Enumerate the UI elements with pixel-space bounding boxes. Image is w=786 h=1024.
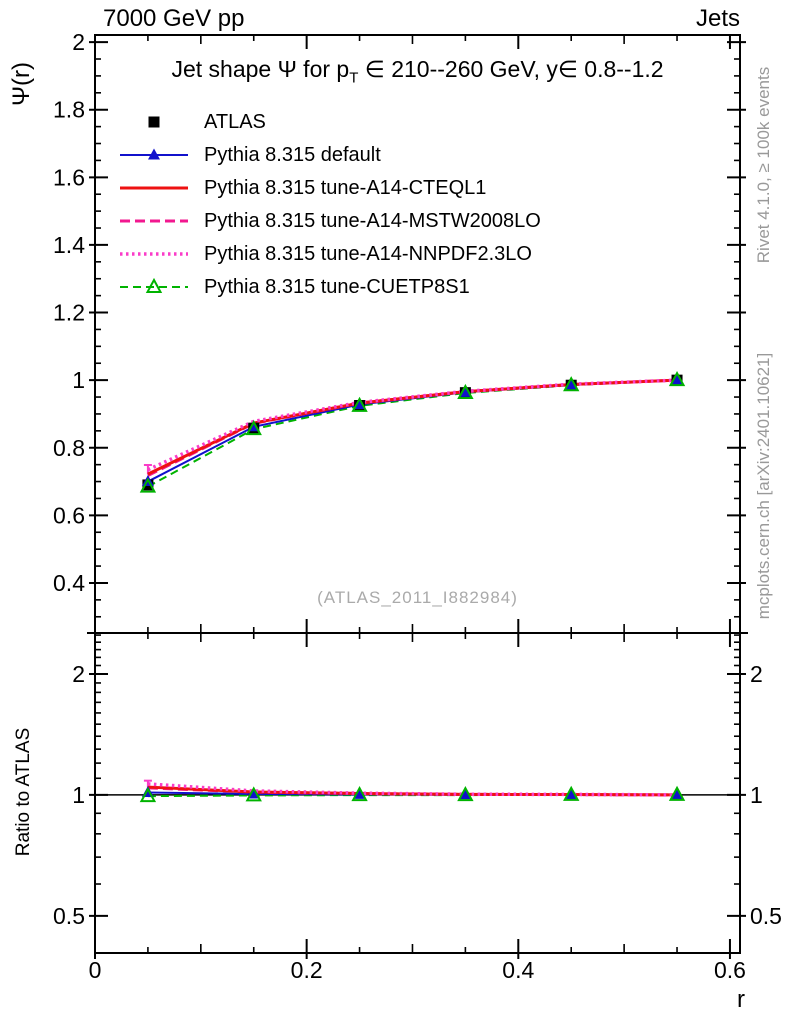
data-marker-open-triangle — [351, 396, 368, 412]
main-curve-2 — [147, 378, 678, 476]
main-y-tick-label: 0.8 — [53, 435, 85, 461]
mcplots-arxiv-note: mcplots.cern.ch [arXiv:2401.10621] — [754, 352, 773, 620]
data-marker-open-triangle — [457, 785, 474, 802]
ratio-y-tick-label-left: 1 — [72, 782, 85, 808]
x-tick-label: 0.4 — [502, 957, 534, 983]
axis-ticks: 0 0.2 0.4 0.6 0.4 0.6 0.8 1 1.2 1.4 1.6 1.8 2 0.5 0.5 1… — [53, 29, 782, 983]
plot-title-pre: Jet shape Ψ for p — [171, 56, 350, 82]
ratio-y-axis-label: Ratio to ATLAS — [13, 727, 34, 857]
data-marker-open-triangle — [563, 785, 580, 801]
data-marker-open-triangle — [457, 383, 474, 399]
data-marker-triangle — [353, 787, 366, 799]
main-y-axis-label: Ψ(r) — [8, 61, 35, 107]
x-tick-label: 0.6 — [714, 957, 746, 983]
ratio-y-tick-label-right: 0.5 — [750, 903, 782, 929]
main-y-tick-label: 1 — [72, 367, 85, 393]
header-beam-info: 7000 GeV pp — [103, 5, 245, 32]
plot-title: Jet shape Ψ for pT ∈ 210--260 GeV, y∈ 0.… — [95, 56, 740, 87]
plot-title-sub: T — [349, 69, 359, 87]
data-marker-triangle — [459, 788, 472, 800]
legend-entry-nnpdf23lo: Pythia 8.315 tune-A14-NNPDF2.3LO — [118, 238, 532, 270]
data-marker-open-triangle — [668, 785, 686, 801]
main-curve-4 — [147, 378, 678, 472]
ratio-y-tick-label-right: 2 — [750, 661, 763, 687]
analysis-id-watermark: (ATLAS_2011_I882984) — [317, 588, 518, 607]
data-marker-open-triangle — [245, 786, 262, 802]
ratio-y-tick-label-left: 2 — [72, 661, 85, 687]
main-y-tick-label: 1.8 — [53, 97, 85, 123]
main-y-tick-label: 0.4 — [53, 570, 85, 596]
data-marker-open-triangle — [351, 785, 368, 802]
x-tick-label: 0 — [89, 957, 102, 983]
ratio-y-tick-label-right: 1 — [750, 782, 763, 808]
x-tick-label: 0.2 — [291, 957, 323, 983]
error-bars — [143, 463, 152, 788]
data-marker-open-triangle — [145, 277, 163, 293]
main-y-tick-label: 1.6 — [53, 164, 85, 190]
data-marker-triangle — [565, 378, 578, 390]
legend-marker-cteql1 — [120, 186, 188, 190]
x-axis-label: r — [737, 986, 745, 1013]
legend-entry-atlas: ATLAS — [118, 106, 266, 138]
legend-label-nnpdf23lo: Pythia 8.315 tune-A14-NNPDF2.3LO — [204, 243, 532, 265]
data-marker-triangle — [565, 788, 578, 800]
legend-entry-cteql1: Pythia 8.315 tune-A14-CTEQL1 — [118, 172, 486, 204]
main-y-tick-label: 1.4 — [53, 232, 85, 258]
main-curve-3 — [147, 378, 678, 477]
data-marker-open-triangle — [563, 376, 580, 392]
legend-label-pythia-default: Pythia 8.315 default — [204, 144, 381, 166]
data-marker-open-triangle — [668, 371, 686, 387]
data-markers — [139, 371, 686, 803]
legend-marker-atlas — [148, 116, 160, 128]
data-marker-triangle — [459, 385, 472, 397]
data-marker-triangle — [148, 148, 160, 160]
data-marker-square — [148, 116, 160, 128]
data-marker-open-triangle — [245, 420, 262, 436]
legend-marker-nnpdf23lo — [120, 252, 188, 256]
data-marker-open-triangle — [139, 787, 157, 803]
legend-marker-pythia-default — [120, 148, 188, 160]
data-marker-triangle — [671, 788, 684, 800]
data-marker-open-triangle — [139, 477, 157, 493]
header-analysis-type: Jets — [695, 5, 740, 32]
legend-marker-mstw2008lo — [120, 219, 188, 223]
plot-frames — [87, 34, 748, 954]
rivet-version-note: Rivet 4.1.0, ≥ 100k events — [754, 66, 773, 264]
legend-entry-mstw2008lo: Pythia 8.315 tune-A14-MSTW2008LO — [118, 205, 541, 237]
legend-marker-cuetp8s1 — [120, 277, 188, 293]
legend-label-mstw2008lo: Pythia 8.315 tune-A14-MSTW2008LO — [204, 210, 541, 232]
plot-title-post: ∈ 210--260 GeV, y∈ 0.8--1.2 — [358, 56, 664, 82]
main-y-tick-label: 2 — [72, 29, 85, 55]
main-y-tick-label: 0.6 — [53, 502, 85, 528]
ratio-y-tick-label-left: 0.5 — [53, 903, 85, 929]
ratio-curve-4 — [147, 782, 678, 797]
legend-entry-cuetp8s1: Pythia 8.315 tune-CUETP8S1 — [118, 271, 470, 303]
ratio-frame — [94, 632, 741, 954]
legend-label-cuetp8s1: Pythia 8.315 tune-CUETP8S1 — [204, 276, 470, 298]
legend-label-cteql1: Pythia 8.315 tune-A14-CTEQL1 — [204, 177, 487, 199]
legend-label-atlas: ATLAS — [204, 111, 266, 133]
data-marker-triangle — [671, 373, 684, 385]
legend-entry-pythia-default: Pythia 8.315 default — [118, 139, 381, 171]
main-y-tick-label: 1.2 — [53, 300, 85, 326]
model-curves — [147, 378, 678, 798]
